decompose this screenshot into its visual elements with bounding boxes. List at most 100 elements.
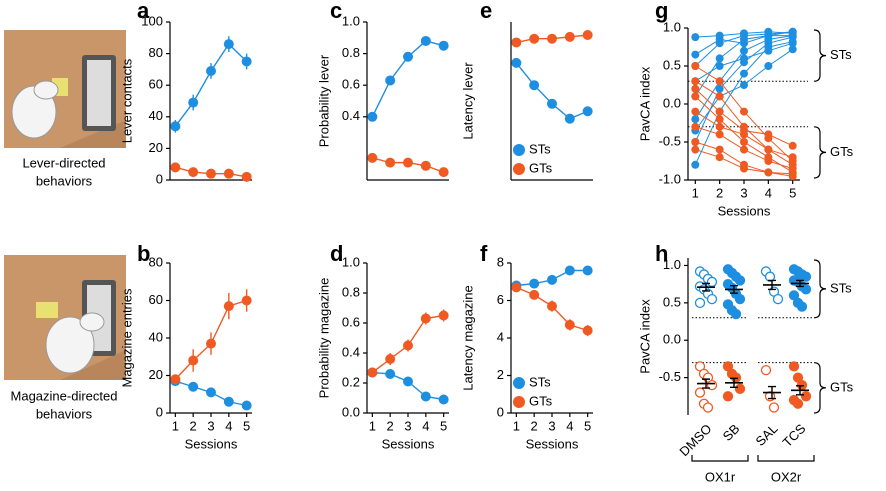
data-point bbox=[438, 310, 449, 321]
data-point bbox=[564, 319, 575, 330]
data-point bbox=[547, 301, 557, 312]
group-bracket bbox=[757, 455, 815, 462]
data-point bbox=[740, 130, 748, 139]
panel-letter: a bbox=[137, 0, 150, 23]
panel-letter: g bbox=[655, 0, 668, 23]
data-point bbox=[788, 39, 797, 48]
x-tick-label: 1 bbox=[369, 418, 376, 433]
data-point bbox=[367, 111, 378, 122]
y-tick-label: 0.0 bbox=[342, 404, 360, 419]
data-point bbox=[403, 51, 413, 62]
group-bracket bbox=[813, 362, 827, 414]
data-point bbox=[529, 33, 540, 44]
data-point bbox=[734, 383, 746, 394]
panel-letter: d bbox=[330, 241, 343, 266]
x-tick-label: 3 bbox=[548, 418, 555, 433]
data-point bbox=[206, 338, 216, 349]
y-tick-label: 60 bbox=[149, 292, 163, 307]
series-line bbox=[174, 43, 248, 127]
y-tick-label: 80 bbox=[149, 254, 163, 269]
data-point bbox=[740, 164, 748, 173]
y-tick-label: 0.8 bbox=[342, 284, 360, 299]
legend-label: GTs bbox=[529, 160, 553, 175]
data-point bbox=[715, 130, 724, 139]
data-point bbox=[788, 141, 797, 150]
data-point bbox=[223, 39, 234, 50]
data-point bbox=[691, 62, 700, 70]
y-tick-label: 0.4 bbox=[342, 108, 360, 123]
data-point bbox=[796, 379, 808, 391]
series-line bbox=[515, 62, 588, 120]
data-point bbox=[740, 138, 748, 146]
data-point bbox=[715, 115, 724, 124]
y-tick-label: 0 bbox=[156, 171, 163, 186]
group-bracket bbox=[813, 29, 827, 82]
data-point bbox=[691, 138, 700, 146]
x-tick-label: 5 bbox=[440, 418, 447, 433]
data-point bbox=[206, 65, 216, 76]
data-point bbox=[694, 297, 706, 309]
y-tick-label: -1.0 bbox=[659, 171, 681, 186]
x-tick-label: SAL bbox=[753, 421, 781, 449]
data-point bbox=[730, 372, 742, 383]
x-axis-label: Sessions bbox=[526, 436, 579, 451]
data-point bbox=[564, 113, 575, 124]
caption: behaviors bbox=[36, 173, 93, 188]
data-point bbox=[740, 39, 748, 48]
group-bracket bbox=[813, 259, 827, 319]
data-point bbox=[582, 265, 593, 276]
data-point bbox=[529, 289, 540, 300]
x-tick-label: 2 bbox=[387, 418, 394, 433]
data-point bbox=[188, 167, 199, 178]
x-axis-label: Sessions bbox=[718, 203, 771, 218]
data-point bbox=[764, 145, 773, 154]
data-point bbox=[715, 84, 724, 93]
data-point bbox=[740, 81, 748, 89]
data-point bbox=[691, 33, 700, 42]
x-tick-label: 4 bbox=[765, 185, 772, 200]
data-point bbox=[715, 54, 724, 63]
data-point bbox=[582, 325, 593, 336]
data-point bbox=[722, 391, 734, 402]
data-point bbox=[438, 40, 449, 51]
legend-label: GTs bbox=[529, 393, 553, 408]
data-point bbox=[772, 293, 784, 305]
data-point bbox=[582, 106, 593, 117]
y-tick-label: 40 bbox=[149, 108, 163, 123]
x-tick-label: 1 bbox=[172, 418, 179, 433]
x-tick-label: 5 bbox=[584, 418, 591, 433]
group-label: OX2r bbox=[771, 469, 802, 484]
data-point bbox=[223, 168, 234, 179]
data-point bbox=[420, 391, 431, 402]
data-point bbox=[511, 282, 522, 293]
data-point bbox=[800, 284, 812, 295]
y-tick-label: 6 bbox=[497, 292, 504, 307]
legend-label: STs bbox=[529, 141, 551, 156]
x-tick-label: 4 bbox=[566, 418, 573, 433]
y-axis-label: Probability magazine bbox=[316, 278, 331, 399]
data-point bbox=[170, 121, 181, 132]
data-point bbox=[760, 364, 772, 376]
data-point bbox=[691, 122, 700, 131]
data-point bbox=[788, 169, 797, 178]
x-axis-label: Sessions bbox=[185, 436, 238, 451]
legend-marker bbox=[513, 144, 525, 156]
data-point bbox=[241, 400, 252, 411]
data-point bbox=[385, 75, 396, 86]
data-point bbox=[796, 301, 808, 312]
data-point bbox=[206, 168, 216, 179]
data-point bbox=[223, 301, 234, 312]
data-point bbox=[385, 369, 396, 379]
x-tick-label: 4 bbox=[422, 418, 429, 433]
x-tick-label: 1 bbox=[513, 418, 520, 433]
data-point bbox=[715, 145, 724, 154]
legend-label: STs bbox=[529, 374, 551, 389]
group-bracket bbox=[813, 126, 827, 179]
y-tick-label: 0.6 bbox=[342, 314, 360, 329]
y-tick-label: 80 bbox=[149, 45, 163, 60]
data-point bbox=[385, 354, 396, 364]
y-tick-label: 2 bbox=[497, 367, 504, 382]
x-tick-label: DMSO bbox=[676, 421, 714, 459]
data-point bbox=[768, 402, 780, 413]
data-point bbox=[511, 57, 522, 68]
